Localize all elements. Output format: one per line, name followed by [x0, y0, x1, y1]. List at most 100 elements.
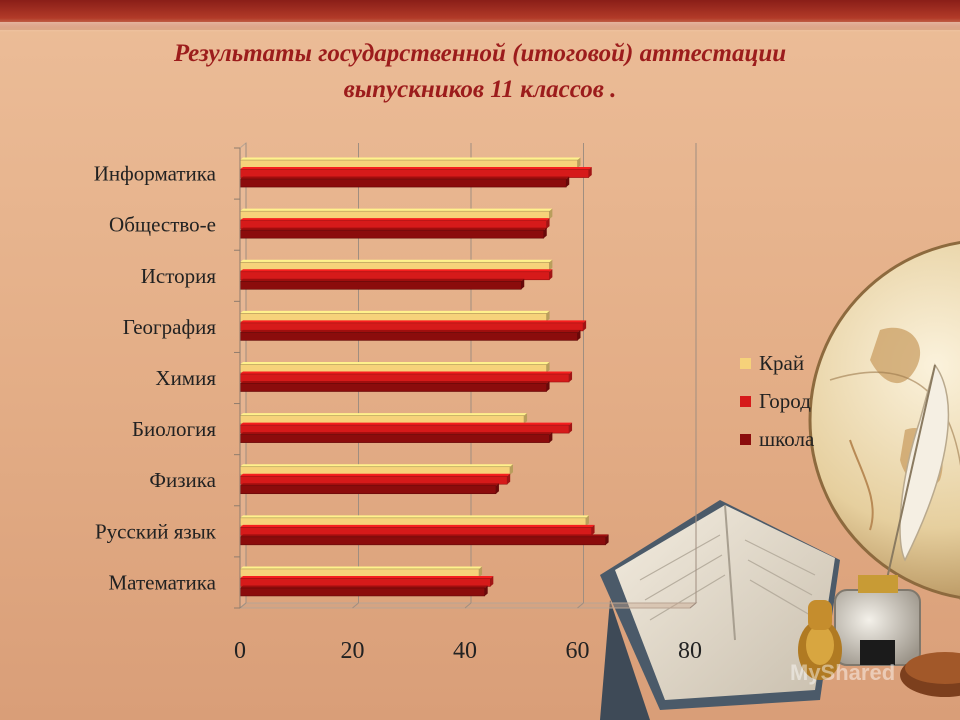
top-band-shine [0, 22, 960, 32]
legend-label-gorod: Город [759, 388, 811, 413]
bar-top-face [240, 381, 550, 384]
gridline-floor [352, 602, 359, 609]
bar-end-face [549, 208, 553, 220]
bar [239, 229, 545, 239]
bar-top-face [240, 329, 581, 333]
bar-top-face [240, 575, 494, 579]
bar-end-face [569, 371, 573, 382]
bar-top-face [240, 320, 587, 323]
bar [239, 332, 578, 341]
y-category-label: Общество-е [109, 213, 216, 237]
bar-top-face [240, 310, 550, 314]
x-tick-label: 0 [234, 638, 246, 664]
bar-top-face [240, 278, 525, 282]
bar [239, 364, 547, 373]
bar-end-face [479, 566, 483, 577]
bar-end-face [507, 473, 511, 485]
bar-end-face [546, 362, 550, 373]
chart-title-line2: выпускников 11 классов . [343, 76, 617, 103]
bar-top-face [240, 157, 581, 161]
bar-top-face [240, 371, 573, 374]
bar-end-face [605, 534, 609, 545]
bar-top-face [240, 585, 488, 588]
open-book-icon [600, 500, 840, 720]
bar-top-face [240, 176, 570, 180]
y-category-label: Математика [109, 570, 217, 594]
bar-end-face [569, 422, 573, 434]
bar [239, 280, 522, 290]
bar-end-face [566, 176, 570, 188]
bar-end-face [577, 329, 581, 341]
bar [239, 313, 547, 322]
bar-end-face [543, 227, 547, 239]
bar-end-face [549, 269, 553, 280]
bar-end-face [490, 575, 494, 587]
bar [239, 169, 590, 178]
bar-top-face [240, 422, 573, 426]
bar-top-face [240, 524, 595, 528]
legend-label-kray: Край [759, 350, 805, 375]
bar [239, 271, 550, 281]
bar-end-face [521, 278, 525, 290]
chart-legend: Край Город школа [740, 344, 850, 458]
bar [239, 210, 550, 220]
bar [239, 424, 570, 434]
bar [239, 261, 550, 271]
bar [239, 475, 508, 485]
bar [239, 517, 587, 527]
x-tick-label: 40 [453, 638, 477, 664]
y-category-label: Информатика [94, 162, 217, 186]
gridline-floor [577, 602, 584, 609]
bar-top-face [240, 218, 550, 221]
bar [239, 322, 584, 332]
bar-end-face [577, 157, 581, 169]
bar-end-face [495, 483, 499, 494]
bar-end-face [546, 310, 550, 322]
y-category-label: Физика [149, 468, 216, 492]
bar-top-face [240, 432, 553, 435]
legend-item-gorod: Город [740, 382, 850, 420]
bar-end-face [524, 413, 528, 424]
y-category-label: Химия [155, 366, 216, 390]
bar-top-face [240, 464, 513, 467]
seal-stamp-icon [798, 600, 842, 680]
bar [239, 383, 547, 392]
bar [239, 527, 592, 536]
legend-item-shkola: школа [740, 420, 850, 458]
gridline-floor [239, 602, 247, 609]
bar-end-face [583, 320, 587, 331]
chart-title-line1: Результаты государственной (итоговой) ат… [173, 40, 787, 67]
chart-title: Результаты государственной (итоговой) ат… [40, 36, 920, 108]
bar-top-face [240, 227, 547, 231]
y-category-label: География [123, 315, 217, 339]
bar [239, 373, 570, 383]
bar-end-face [549, 259, 553, 271]
bar-end-face [549, 432, 553, 443]
bar [239, 466, 511, 476]
y-category-label: Русский язык [95, 519, 217, 543]
bar-top-face [240, 483, 499, 486]
bar [239, 220, 547, 229]
legend-label-shkola: школа [759, 426, 815, 451]
bar [239, 568, 480, 578]
bar-end-face [585, 515, 589, 526]
x-tick-label: 60 [566, 638, 590, 664]
bar-top-face [240, 413, 528, 416]
bar-top-face [240, 515, 589, 518]
bar-top-face [240, 167, 592, 170]
bar-end-face [591, 524, 595, 536]
bar-top-face [240, 208, 553, 212]
inkwell-icon [834, 575, 921, 666]
bar [239, 485, 497, 495]
bar-end-face [546, 218, 550, 229]
bar-end-face [546, 381, 550, 392]
bar [239, 434, 550, 443]
legend-swatch-gorod [740, 395, 751, 407]
bar-top-face [240, 259, 553, 263]
bar [239, 415, 525, 424]
bar-end-face [510, 464, 513, 475]
wooden-disc-icon [900, 652, 960, 697]
legend-swatch-shkola [740, 433, 751, 445]
